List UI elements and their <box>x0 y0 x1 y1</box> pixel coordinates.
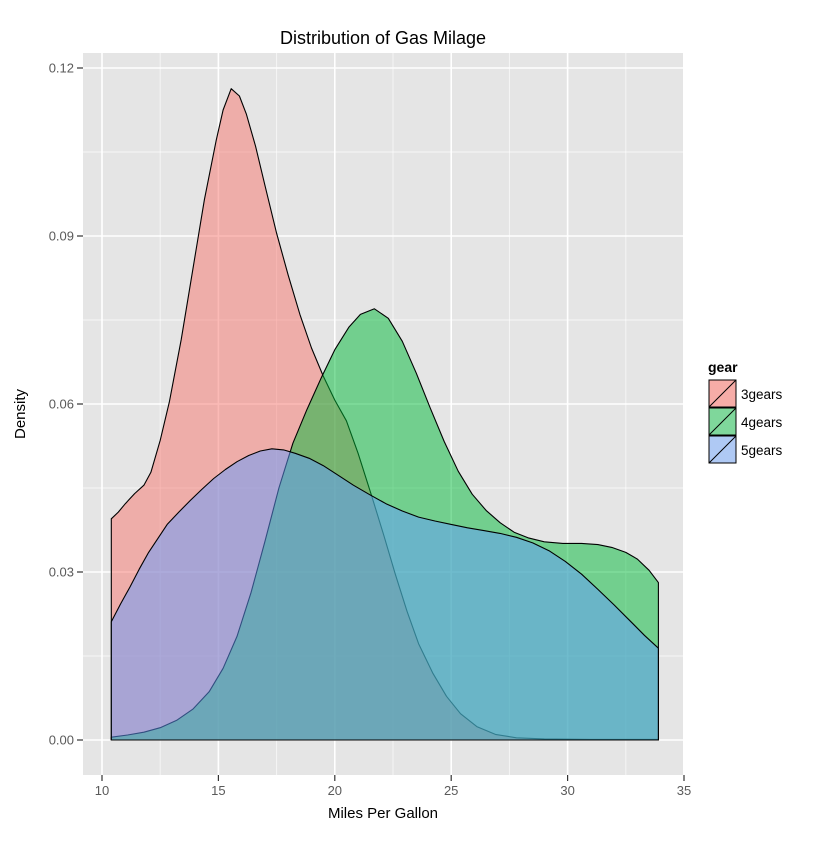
legend-entry-4gears: 4gears <box>708 407 783 436</box>
plot-title: Distribution of Gas Milage <box>280 28 486 48</box>
x-tick-label: 35 <box>677 783 691 798</box>
x-tick-label: 30 <box>560 783 574 798</box>
legend-swatch-diagonal <box>708 435 737 464</box>
y-tick-label: 0.00 <box>49 733 74 748</box>
y-tick-label: 0.12 <box>49 61 74 76</box>
x-tick-label: 10 <box>95 783 109 798</box>
legend-swatch-diagonal <box>708 407 737 436</box>
x-tick-labels: 10 15 20 25 30 35 <box>95 783 691 798</box>
legend-entry-label: 3gears <box>741 387 783 402</box>
y-tick-label: 0.06 <box>49 397 74 412</box>
x-tick-label: 25 <box>444 783 458 798</box>
y-tick-labels: 0.00 0.03 0.06 0.09 0.12 <box>49 61 74 748</box>
x-tick-label: 15 <box>211 783 225 798</box>
legend-swatch-diagonal <box>708 379 737 408</box>
y-tick-label: 0.03 <box>49 565 74 580</box>
density-areas <box>110 88 659 741</box>
x-axis-title: Miles Per Gallon <box>328 805 438 822</box>
legend-entry-label: 5gears <box>741 443 783 458</box>
legend-entry-3gears: 3gears <box>708 379 783 408</box>
legend-entry-label: 4gears <box>741 415 783 430</box>
legend: gear 3gears 4gears 5gears <box>708 359 783 464</box>
legend-entries: 3gears 4gears 5gears <box>708 379 783 464</box>
y-tick-label: 0.09 <box>49 229 74 244</box>
y-axis-title: Density <box>12 388 29 439</box>
density-area-5gears <box>110 448 659 741</box>
legend-entry-5gears: 5gears <box>708 435 783 464</box>
axis-ticks <box>77 67 685 781</box>
legend-title: gear <box>708 359 738 375</box>
x-tick-label: 20 <box>328 783 342 798</box>
